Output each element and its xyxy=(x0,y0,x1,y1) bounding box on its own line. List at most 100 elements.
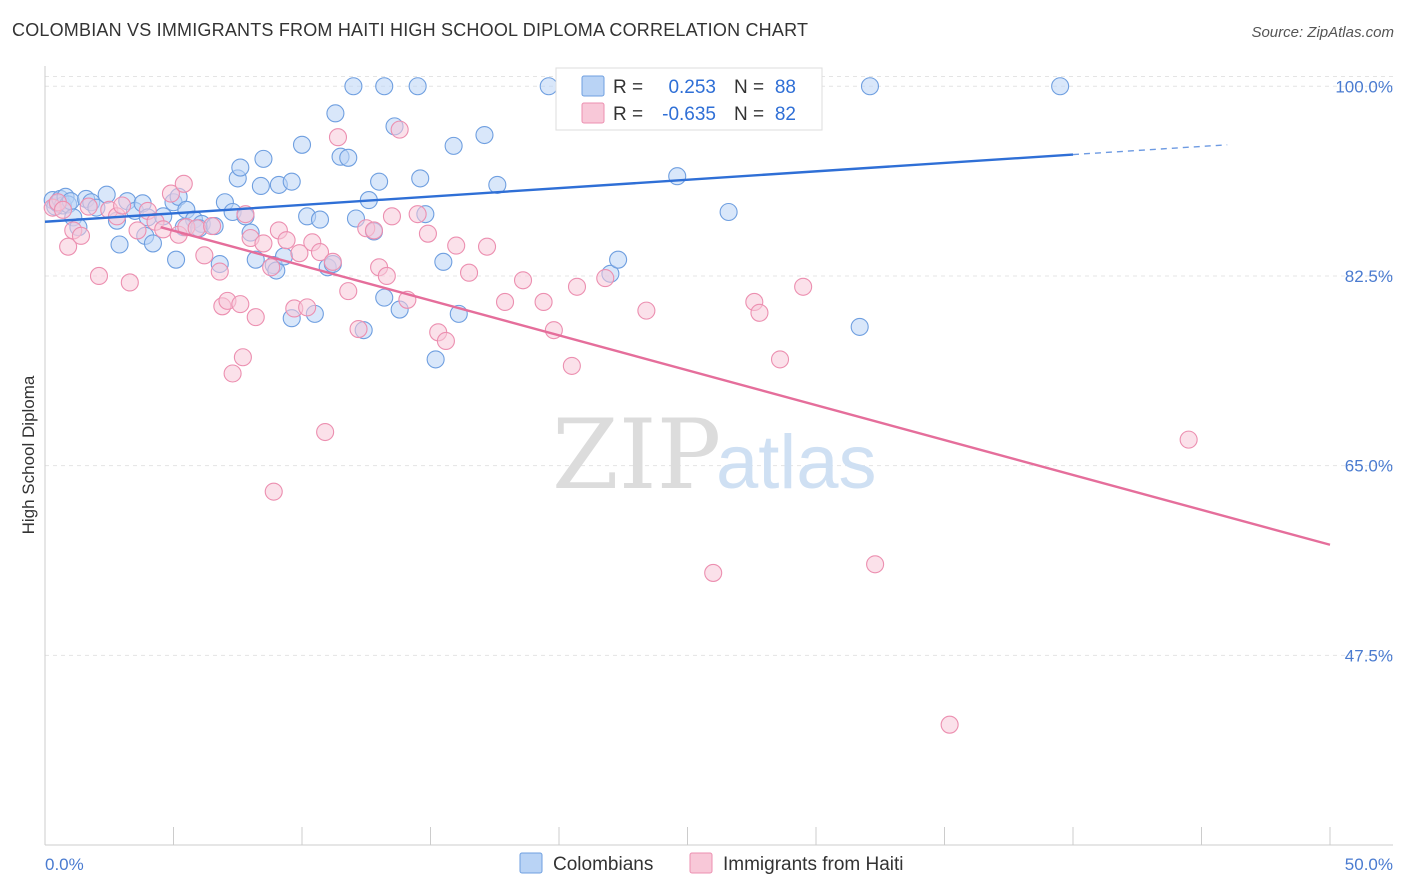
haiti-point xyxy=(459,263,479,282)
haiti-point xyxy=(231,295,250,314)
haiti-point xyxy=(113,196,132,215)
haiti-point xyxy=(562,356,581,375)
haiti-point xyxy=(770,350,790,369)
colombian-point xyxy=(344,77,363,96)
legend-swatch-colombians xyxy=(581,75,605,97)
haiti-point xyxy=(1179,430,1198,449)
legend-n-label-2: N = xyxy=(734,104,764,125)
colombian-point xyxy=(850,317,869,336)
colombian-point xyxy=(370,172,389,191)
colombian-point xyxy=(408,77,427,96)
haiti-point xyxy=(567,277,587,296)
colombian-point xyxy=(143,234,162,253)
legend-r-label-1: R = xyxy=(613,77,643,98)
watermark-atlas: atlas xyxy=(716,420,877,505)
colombian-point xyxy=(1051,77,1070,96)
haiti-point xyxy=(195,246,214,265)
watermark: ZIP atlas xyxy=(552,399,877,511)
y-tick-label: 65.0% xyxy=(1345,457,1393,476)
correlation-legend: R = 0.253 N = 88 R = -0.635 N = 82 xyxy=(555,67,823,131)
colombian-point xyxy=(167,250,186,269)
x-tick-label-max: 50.0% xyxy=(1345,855,1393,874)
legend-n-label-1: N = xyxy=(734,77,764,98)
legend-n-value-haiti: 82 xyxy=(775,104,796,125)
haiti-point xyxy=(264,482,283,501)
haiti-point xyxy=(377,266,396,285)
haiti-point xyxy=(89,266,109,285)
colombian-point xyxy=(434,252,453,271)
haiti-point xyxy=(71,226,91,245)
haiti-point xyxy=(750,303,769,322)
haiti-point xyxy=(161,184,180,203)
colombian-point xyxy=(339,148,358,167)
legend-r-value-colombians: 0.253 xyxy=(668,77,716,98)
watermark-zip: ZIP xyxy=(552,399,721,511)
legend-n-value-colombians: 88 xyxy=(775,77,796,98)
colombians-trend-extension xyxy=(1072,144,1228,156)
x-tick-label-min: 0.0% xyxy=(45,855,84,874)
colombian-point xyxy=(326,104,345,123)
colombian-point xyxy=(609,250,628,269)
colombian-point xyxy=(375,77,394,96)
legend-r-value-haiti: -0.635 xyxy=(662,104,716,125)
bottom-legend-haiti: Immigrants from Haiti xyxy=(723,854,904,875)
haiti-point xyxy=(246,308,265,327)
haiti-point xyxy=(310,243,330,262)
colombian-point xyxy=(860,77,880,96)
haiti-point xyxy=(866,555,885,574)
colombian-point xyxy=(246,250,265,269)
colombian-point xyxy=(282,172,301,191)
haiti-point xyxy=(436,331,455,351)
y-tick-label: 82.5% xyxy=(1345,267,1393,286)
y-tick-label: 47.5% xyxy=(1345,646,1393,665)
legend-swatch-haiti xyxy=(581,102,605,124)
haiti-point xyxy=(339,282,358,301)
haiti-point xyxy=(59,237,78,256)
haiti-point xyxy=(210,262,229,281)
colombians-trend-line xyxy=(44,153,1074,223)
haiti-point xyxy=(79,197,98,216)
y-axis-label: High School Diploma xyxy=(19,375,38,534)
haiti-point xyxy=(382,207,402,226)
legend-r-label-2: R = xyxy=(613,104,643,125)
haiti-point xyxy=(254,234,273,253)
haiti-point xyxy=(120,273,139,292)
colombian-point xyxy=(231,158,250,177)
colombian-point xyxy=(488,175,507,194)
trend-lines xyxy=(44,144,1331,546)
haiti-point xyxy=(390,120,409,139)
haiti-point xyxy=(477,237,497,256)
haiti-point xyxy=(233,348,252,367)
colombian-point xyxy=(539,77,558,96)
haiti-point xyxy=(495,292,515,312)
colombian-point xyxy=(475,125,494,145)
haiti-point xyxy=(704,563,723,582)
colombian-point xyxy=(110,235,129,254)
haiti-point xyxy=(418,224,437,243)
haiti-point xyxy=(316,422,335,442)
source-label: Source: ZipAtlas.com xyxy=(1251,24,1394,41)
colombian-point xyxy=(719,202,738,222)
colombian-point xyxy=(668,167,687,186)
y-tick-label: 100.0% xyxy=(1335,77,1393,96)
chart-title: COLOMBIAN VS IMMIGRANTS FROM HAITI HIGH … xyxy=(12,20,809,40)
haiti-point xyxy=(349,320,368,339)
bottom-legend-swatch-colombians xyxy=(519,852,543,874)
haiti-point xyxy=(534,292,553,312)
bottom-legend-colombians: Colombians xyxy=(553,854,653,875)
haiti-point xyxy=(328,128,348,147)
colombian-point xyxy=(444,136,463,155)
haiti-point xyxy=(128,221,147,240)
haiti-point xyxy=(323,252,342,271)
haiti-point xyxy=(53,200,73,219)
haiti-point xyxy=(637,301,656,320)
haiti-point xyxy=(364,221,384,240)
haiti-point xyxy=(447,236,466,255)
colombian-point xyxy=(292,135,312,154)
haiti-point xyxy=(940,715,959,734)
haiti-point xyxy=(203,217,222,236)
colombian-point xyxy=(426,350,445,369)
haiti-point xyxy=(290,244,309,263)
colombian-point xyxy=(411,169,430,188)
haiti-trend-line xyxy=(160,226,1331,546)
